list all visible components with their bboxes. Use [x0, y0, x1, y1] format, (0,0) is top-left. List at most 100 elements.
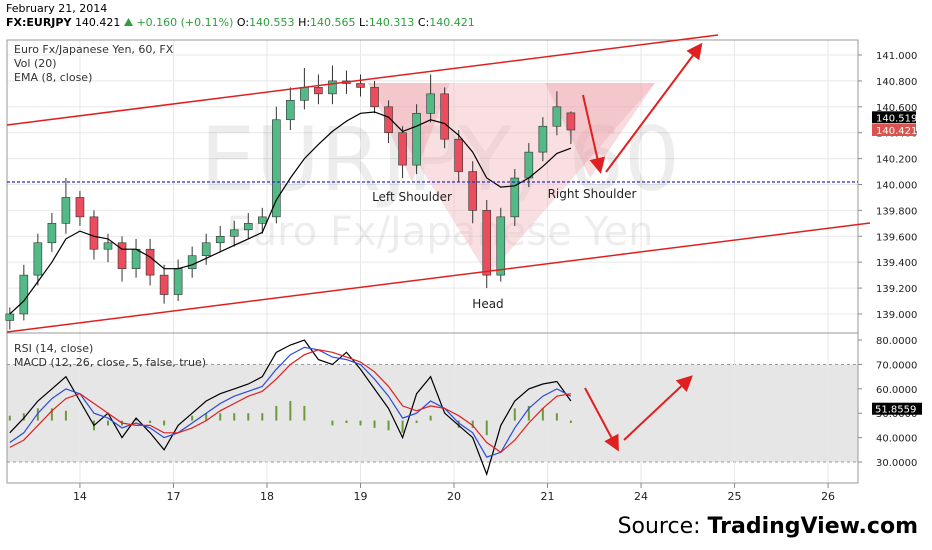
legend-entry: EMA (8, close) [14, 71, 92, 84]
histogram-bar [541, 408, 544, 421]
panels: 14 17 18 19 20 21 24 25 26 139.000 139.200 139.400 1… [6, 39, 917, 503]
y-tick-label: 80.0000 [876, 336, 917, 347]
histogram-bar [555, 413, 558, 421]
y-tick-label: 139.800 [876, 206, 917, 217]
chart-title: Euro Fx/Japanese Yen, 60, FX [14, 43, 174, 56]
histogram-bar [485, 420, 488, 436]
candle-body [370, 87, 379, 108]
y-tick-label: 141.000 [876, 51, 917, 62]
histogram-bar [205, 413, 208, 421]
y-tick-label: 140.000 [876, 180, 917, 191]
date: February 21, 2014 [6, 2, 108, 15]
histogram-bar [191, 415, 194, 421]
y-tick-label: 50.0000 [876, 409, 917, 420]
candle-body [524, 151, 534, 179]
candle-body [496, 216, 506, 276]
candle-body [103, 242, 113, 250]
candle-body [159, 274, 169, 295]
line-series [9, 111, 572, 315]
histogram-bar [513, 408, 516, 421]
candle-body [229, 229, 239, 237]
ohlc-value: 140.553 [249, 16, 295, 29]
rsi-band [7, 364, 858, 463]
candle-body [131, 248, 141, 269]
watermark-subtitle: Euro Fx/Japanese Yen [227, 209, 654, 255]
x-tick-label: 21 [541, 490, 555, 503]
legend-entry: MACD (12, 26, close, 5, false, true) [14, 356, 206, 369]
histogram-bar [303, 405, 306, 421]
x-tick-label: 17 [166, 490, 180, 503]
candle-body [272, 119, 281, 218]
histogram-bar [219, 413, 222, 421]
candle-body [5, 313, 15, 321]
histogram-bar [415, 420, 418, 423]
last-value-box [872, 402, 922, 415]
arrow [584, 387, 619, 452]
candle-body [328, 80, 337, 95]
y-tick-label: 40.0000 [876, 434, 917, 445]
histogram-bar [22, 413, 25, 421]
candle-body [398, 132, 407, 166]
y-tick-label: 139.200 [876, 284, 917, 295]
candle-body [356, 83, 365, 88]
candle-body [384, 106, 393, 134]
histogram-bar [261, 413, 264, 421]
y-tick-label: 139.600 [876, 232, 917, 243]
source: Source: TradingView.com [618, 514, 918, 539]
candle-body [426, 93, 435, 114]
ohlc-label: L: [359, 16, 369, 29]
candle-body [566, 112, 576, 131]
histogram-bar [401, 420, 404, 433]
histogram-bar [387, 420, 390, 431]
candle-body [257, 216, 267, 224]
candle-body [173, 268, 183, 295]
histogram-bar [527, 405, 530, 421]
histogram-bar [457, 420, 460, 428]
arrow [623, 375, 693, 441]
candle-body [19, 274, 29, 315]
histogram-bar [345, 420, 348, 423]
histogram-bar [373, 420, 376, 428]
ohlc-value: 140.313 [368, 16, 415, 29]
ohlc-value: 140.421 [429, 16, 475, 29]
ohlc-label: C: [417, 16, 430, 29]
header: February 21, 2014 FX:EURJPY 140.421 +0.1… [6, 2, 475, 30]
histogram-bar [247, 413, 250, 421]
indicator-label: Vol (20) [14, 57, 57, 70]
quote-line: FX:EURJPY 140.421 +0.160 (+0.11%) O:140.… [6, 16, 475, 30]
line-series [9, 346, 572, 458]
price-label-box [872, 111, 916, 124]
candle-body [314, 87, 323, 95]
y-tick-label: 140.600 [876, 103, 917, 114]
x-tick-label: 25 [728, 490, 742, 503]
candle-body [47, 223, 57, 244]
annotation: Head [472, 297, 503, 311]
chart: 14 17 18 19 20 21 24 25 26139.000139.200139.4001… [5, 34, 922, 503]
y-tick-label: 70.0000 [876, 360, 917, 371]
candle-body [482, 210, 492, 276]
y-tick-label: 140.200 [876, 155, 917, 166]
x-tick-label: 26 [821, 490, 835, 503]
histogram-bar [471, 420, 474, 428]
line-series [9, 349, 572, 454]
x-tick-label: 18 [260, 490, 274, 503]
price-label: 140.519 [876, 113, 917, 124]
candle-body [440, 93, 449, 140]
legend-entry: RSI (14, close) [14, 342, 93, 355]
arrow [582, 94, 606, 174]
y-tick-label: 60.0000 [876, 385, 917, 396]
histogram-bar [50, 408, 53, 421]
histogram-bar [359, 420, 362, 426]
up-icon [123, 18, 133, 26]
candle-body [243, 223, 253, 231]
annotation: Left Shoulder [372, 190, 452, 204]
candle-body [468, 171, 478, 211]
candle-body [412, 112, 421, 166]
ohlc: O:140.553 H:140.565 L:140.313 C:140.421 [237, 16, 475, 29]
last-value-label: 51.8559 [875, 405, 916, 416]
histogram-bar [429, 415, 432, 421]
y-tick-label: 140.800 [876, 77, 917, 88]
histogram-bar [135, 418, 138, 421]
x-tick-label: 14 [73, 490, 87, 503]
source-name: TradingView.com [707, 514, 918, 539]
